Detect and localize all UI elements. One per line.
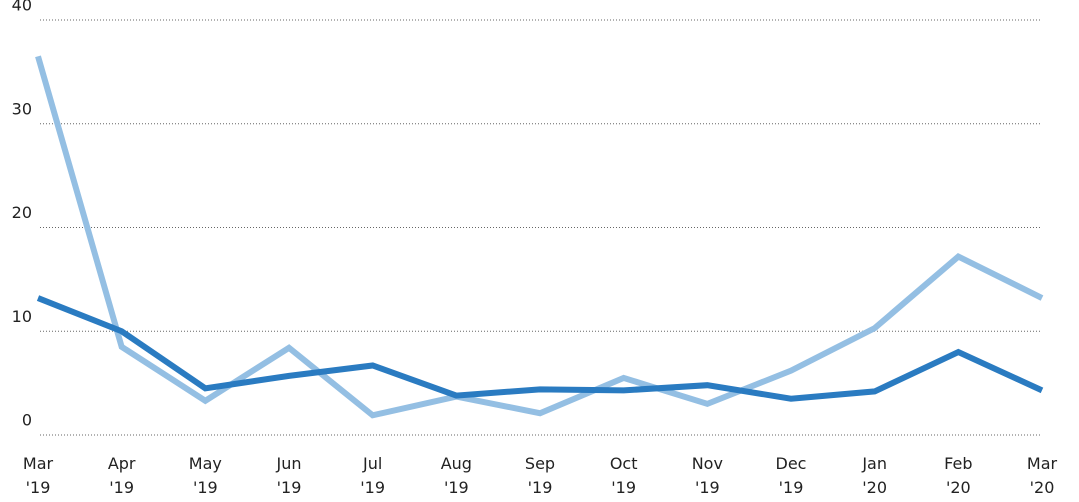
- x-tick-label: Mar '20: [1026, 454, 1058, 497]
- x-tick-label: Jul '19: [360, 454, 386, 497]
- x-tick-label: Feb '20: [944, 454, 973, 497]
- y-tick-label: 30: [12, 99, 32, 118]
- x-tick-label: Mar '19: [22, 454, 54, 497]
- x-tick-label: Aug '19: [440, 454, 472, 497]
- x-tick-label: Oct '19: [609, 454, 638, 497]
- x-tick-label: Apr '19: [107, 454, 136, 497]
- x-tick-label: May '19: [188, 454, 222, 497]
- x-tick-label: Sep '19: [524, 454, 556, 497]
- y-tick-label: 10: [12, 307, 32, 326]
- y-tick-label: 0: [22, 411, 32, 430]
- series-line: [35, 55, 1044, 419]
- x-tick-label: Jan '20: [862, 454, 888, 497]
- y-tick-label: 20: [12, 203, 32, 222]
- x-tick-label: Dec '19: [775, 454, 807, 497]
- x-tick-label: Nov '19: [691, 454, 723, 497]
- y-tick-label: 40: [12, 0, 32, 15]
- series-line: [36, 295, 1044, 402]
- x-tick-label: Jun '19: [276, 454, 302, 497]
